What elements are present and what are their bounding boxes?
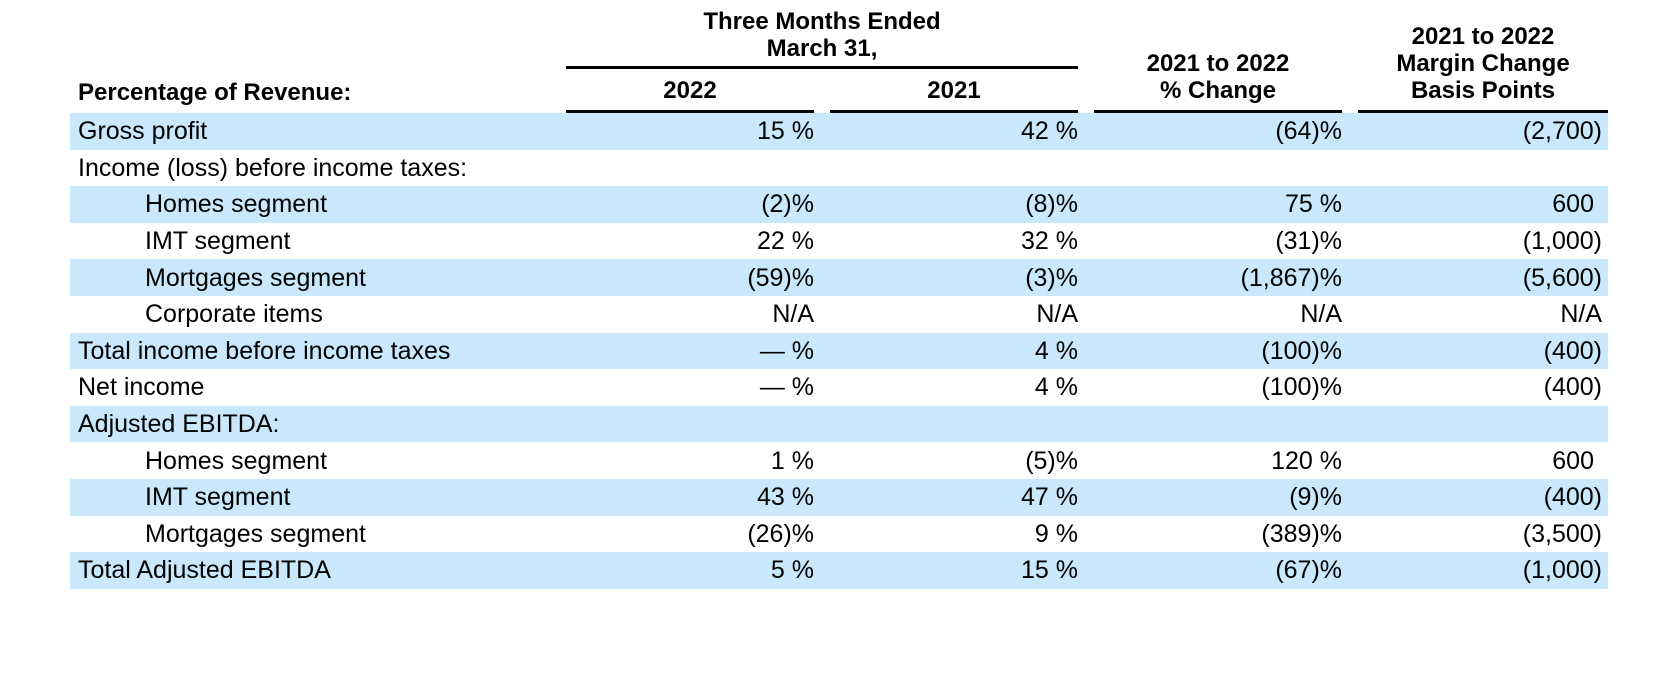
value-2022: (26)% <box>747 519 814 548</box>
row-label: Gross profit <box>70 113 566 150</box>
row-total-income-before-taxes: Total income before income taxes — % 4 %… <box>70 332 1608 370</box>
col-group-header-three-months-ended: Three Months Ended March 31, <box>566 8 1084 69</box>
value-bps: (5,600) <box>1348 259 1608 296</box>
value-2021: 32 % <box>1021 227 1078 256</box>
value-pct-change <box>1084 405 1348 443</box>
value-bps: (400) <box>1348 478 1608 516</box>
value-2022 <box>566 150 820 187</box>
table-body: Gross profit 15 % 42 % (64)% (2,700) Inc… <box>70 113 1608 589</box>
value-2022: 5 % <box>566 552 820 589</box>
row-mortgages-segment-income: Mortgages segment (59)% (3)% (1,867)% (5… <box>70 259 1608 296</box>
value-bps: (400) <box>1543 373 1602 402</box>
value-pct-change: (64)% <box>1084 113 1348 150</box>
col-header-margin-change-bps: 2021 to 2022 Margin Change Basis Points <box>1348 8 1608 113</box>
bps-header-line2: Margin Change <box>1396 50 1570 77</box>
header-row-years: 2022 2021 <box>70 69 1608 113</box>
row-label: Adjusted EBITDA: <box>70 405 566 443</box>
value-bps: 600 <box>1348 186 1608 223</box>
row-header-title: Percentage of Revenue: <box>78 79 352 106</box>
row-label: IMT segment <box>70 478 566 516</box>
value-pct-change: 75 % <box>1084 186 1348 223</box>
row-label: Net income <box>78 373 205 402</box>
table-header: Percentage of Revenue: Three Months Ende… <box>70 8 1608 113</box>
value-2022: N/A <box>772 300 814 329</box>
value-pct-change: (31)% <box>1275 227 1342 256</box>
group-header-line1: Three Months Ended <box>703 8 941 35</box>
value-2021: (5)% <box>1025 446 1078 475</box>
value-2021: N/A <box>1036 300 1078 329</box>
row-adjusted-ebitda-header: Adjusted EBITDA: <box>70 405 1608 443</box>
row-imt-segment-ebitda: IMT segment 43 % 47 % (9)% (400) <box>70 478 1608 516</box>
row-label: Corporate items <box>145 300 323 329</box>
row-label: IMT segment <box>145 227 291 256</box>
value-2021: (8)% <box>820 186 1084 223</box>
row-mortgages-segment-ebitda: Mortgages segment (26)% 9 % (389)% (3,50… <box>70 516 1608 553</box>
col-header-2021: 2021 <box>820 69 1084 113</box>
value-bps: (400) <box>1348 332 1608 370</box>
row-net-income: Net income — % 4 % (100)% (400) <box>70 369 1608 406</box>
value-pct-change: (67)% <box>1084 552 1348 589</box>
value-2021: 15 % <box>820 552 1084 589</box>
row-corporate-items: Corporate items N/A N/A N/A N/A <box>70 296 1608 333</box>
row-label: Total income before income taxes <box>70 332 566 370</box>
pct-header-line1: 2021 to 2022 <box>1146 50 1290 77</box>
value-pct-change: (1,867)% <box>1084 259 1348 296</box>
value-pct-change: (100)% <box>1261 373 1342 402</box>
row-label: Homes segment <box>145 446 328 475</box>
value-pct-change: N/A <box>1300 300 1342 329</box>
row-homes-segment-income: Homes segment (2)% (8)% 75 % 600 <box>70 186 1608 223</box>
row-income-before-taxes-header: Income (loss) before income taxes: <box>70 150 1608 187</box>
value-2022: 1 % <box>770 446 814 475</box>
value-pct-change: (100)% <box>1084 332 1348 370</box>
percentage-of-revenue-table: Percentage of Revenue: Three Months Ende… <box>70 8 1608 589</box>
value-2022: (59)% <box>566 259 820 296</box>
value-2021 <box>820 405 1084 443</box>
value-2022: 15 % <box>566 113 820 150</box>
value-2022: 43 % <box>566 478 820 516</box>
value-bps <box>1348 150 1608 187</box>
value-2021: 42 % <box>820 113 1084 150</box>
value-2021: 4 % <box>820 332 1084 370</box>
header-row-group: Percentage of Revenue: Three Months Ende… <box>70 8 1608 113</box>
row-label: Total Adjusted EBITDA <box>70 552 566 589</box>
group-header-line2: March 31, <box>766 35 878 62</box>
row-label: Homes segment <box>70 186 566 223</box>
value-2022: (2)% <box>566 186 820 223</box>
value-bps: N/A <box>1560 300 1602 329</box>
value-pct-change: 120 % <box>1271 446 1342 475</box>
value-2022: 22 % <box>757 227 814 256</box>
value-bps <box>1348 405 1608 443</box>
value-bps: (3,500) <box>1522 519 1602 548</box>
row-homes-segment-ebitda: Homes segment 1 % (5)% 120 % 600 <box>70 442 1608 479</box>
row-label: Mortgages segment <box>70 259 566 296</box>
value-2022 <box>566 405 820 443</box>
value-2021: (3)% <box>820 259 1084 296</box>
value-2021: 9 % <box>1034 519 1078 548</box>
value-bps: (2,700) <box>1348 113 1608 150</box>
row-imt-segment-income: IMT segment 22 % 32 % (31)% (1,000) <box>70 223 1608 260</box>
value-2022: — % <box>566 332 820 370</box>
value-bps: 600 <box>1552 446 1594 475</box>
value-bps: (1,000) <box>1522 227 1602 256</box>
row-label: Mortgages segment <box>145 519 366 548</box>
value-2021: 47 % <box>820 478 1084 516</box>
pct-header-line2: % Change <box>1159 77 1276 104</box>
financial-table: Percentage of Revenue: Three Months Ende… <box>70 8 1608 589</box>
value-2022: — % <box>759 373 814 402</box>
value-pct-change: (389)% <box>1261 519 1342 548</box>
row-label: Income (loss) before income taxes: <box>78 153 468 182</box>
bps-header-line3: Basis Points <box>1410 77 1556 104</box>
col-header-pct-change: 2021 to 2022 % Change <box>1084 8 1348 113</box>
col-header-2022: 2022 <box>566 69 820 113</box>
value-2021 <box>820 150 1084 187</box>
value-2021: 4 % <box>1034 373 1078 402</box>
row-total-adjusted-ebitda: Total Adjusted EBITDA 5 % 15 % (67)% (1,… <box>70 552 1608 589</box>
row-gross-profit: Gross profit 15 % 42 % (64)% (2,700) <box>70 113 1608 150</box>
bps-header-line1: 2021 to 2022 <box>1411 23 1555 50</box>
value-pct-change: (9)% <box>1084 478 1348 516</box>
value-pct-change <box>1084 150 1348 187</box>
value-bps: (1,000) <box>1348 552 1608 589</box>
